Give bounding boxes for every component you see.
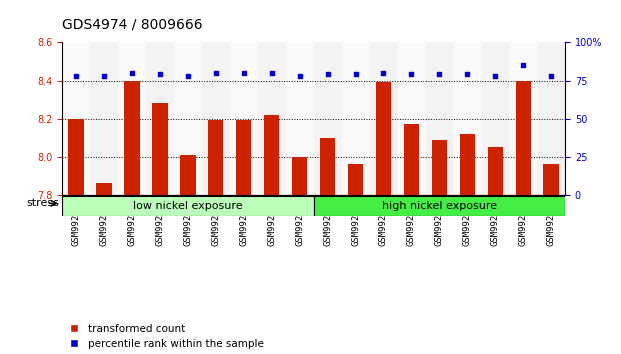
Bar [202, 42, 230, 195]
Bar [487, 147, 503, 195]
Point [71, 73, 81, 79]
Text: high nickel exposure: high nickel exposure [382, 201, 497, 211]
Point [267, 70, 277, 76]
Bar [404, 124, 419, 195]
Bar [62, 196, 314, 216]
Bar [264, 115, 279, 195]
Point [546, 73, 556, 79]
Point [127, 70, 137, 76]
Point [183, 73, 193, 79]
Bar [348, 164, 363, 195]
Bar [376, 82, 391, 195]
Bar [460, 134, 475, 195]
Point [406, 72, 416, 77]
Bar [96, 183, 112, 195]
Bar [292, 156, 307, 195]
Point [155, 72, 165, 77]
Bar [432, 139, 447, 195]
Bar [314, 42, 342, 195]
Bar [174, 42, 202, 195]
Bar [425, 42, 453, 195]
Text: stress: stress [26, 198, 59, 209]
Bar [286, 42, 314, 195]
Bar [537, 42, 565, 195]
Bar [481, 42, 509, 195]
Text: low nickel exposure: low nickel exposure [133, 201, 243, 211]
Point [99, 73, 109, 79]
Bar [180, 155, 196, 195]
Text: GDS4974 / 8009666: GDS4974 / 8009666 [62, 18, 202, 32]
Point [323, 72, 333, 77]
Bar [68, 119, 84, 195]
Bar [236, 120, 252, 195]
Bar [258, 42, 286, 195]
Point [294, 73, 304, 79]
Point [211, 70, 221, 76]
Point [378, 70, 389, 76]
Bar [208, 120, 224, 195]
Legend: transformed count, percentile rank within the sample: transformed count, percentile rank withi… [67, 324, 264, 349]
Bar [146, 42, 174, 195]
Point [350, 72, 360, 77]
Point [490, 73, 500, 79]
Point [238, 70, 248, 76]
Point [434, 72, 444, 77]
Bar [230, 42, 258, 195]
Bar [118, 42, 146, 195]
Bar [124, 80, 140, 195]
Bar [369, 42, 397, 195]
Bar [314, 196, 565, 216]
Bar [90, 42, 118, 195]
Bar [342, 42, 369, 195]
Bar [515, 80, 531, 195]
Bar [152, 103, 168, 195]
Bar [62, 42, 90, 195]
Bar [509, 42, 537, 195]
Point [518, 62, 528, 68]
Point [462, 72, 472, 77]
Bar [320, 138, 335, 195]
Bar [453, 42, 481, 195]
Bar [397, 42, 425, 195]
Bar [543, 164, 559, 195]
